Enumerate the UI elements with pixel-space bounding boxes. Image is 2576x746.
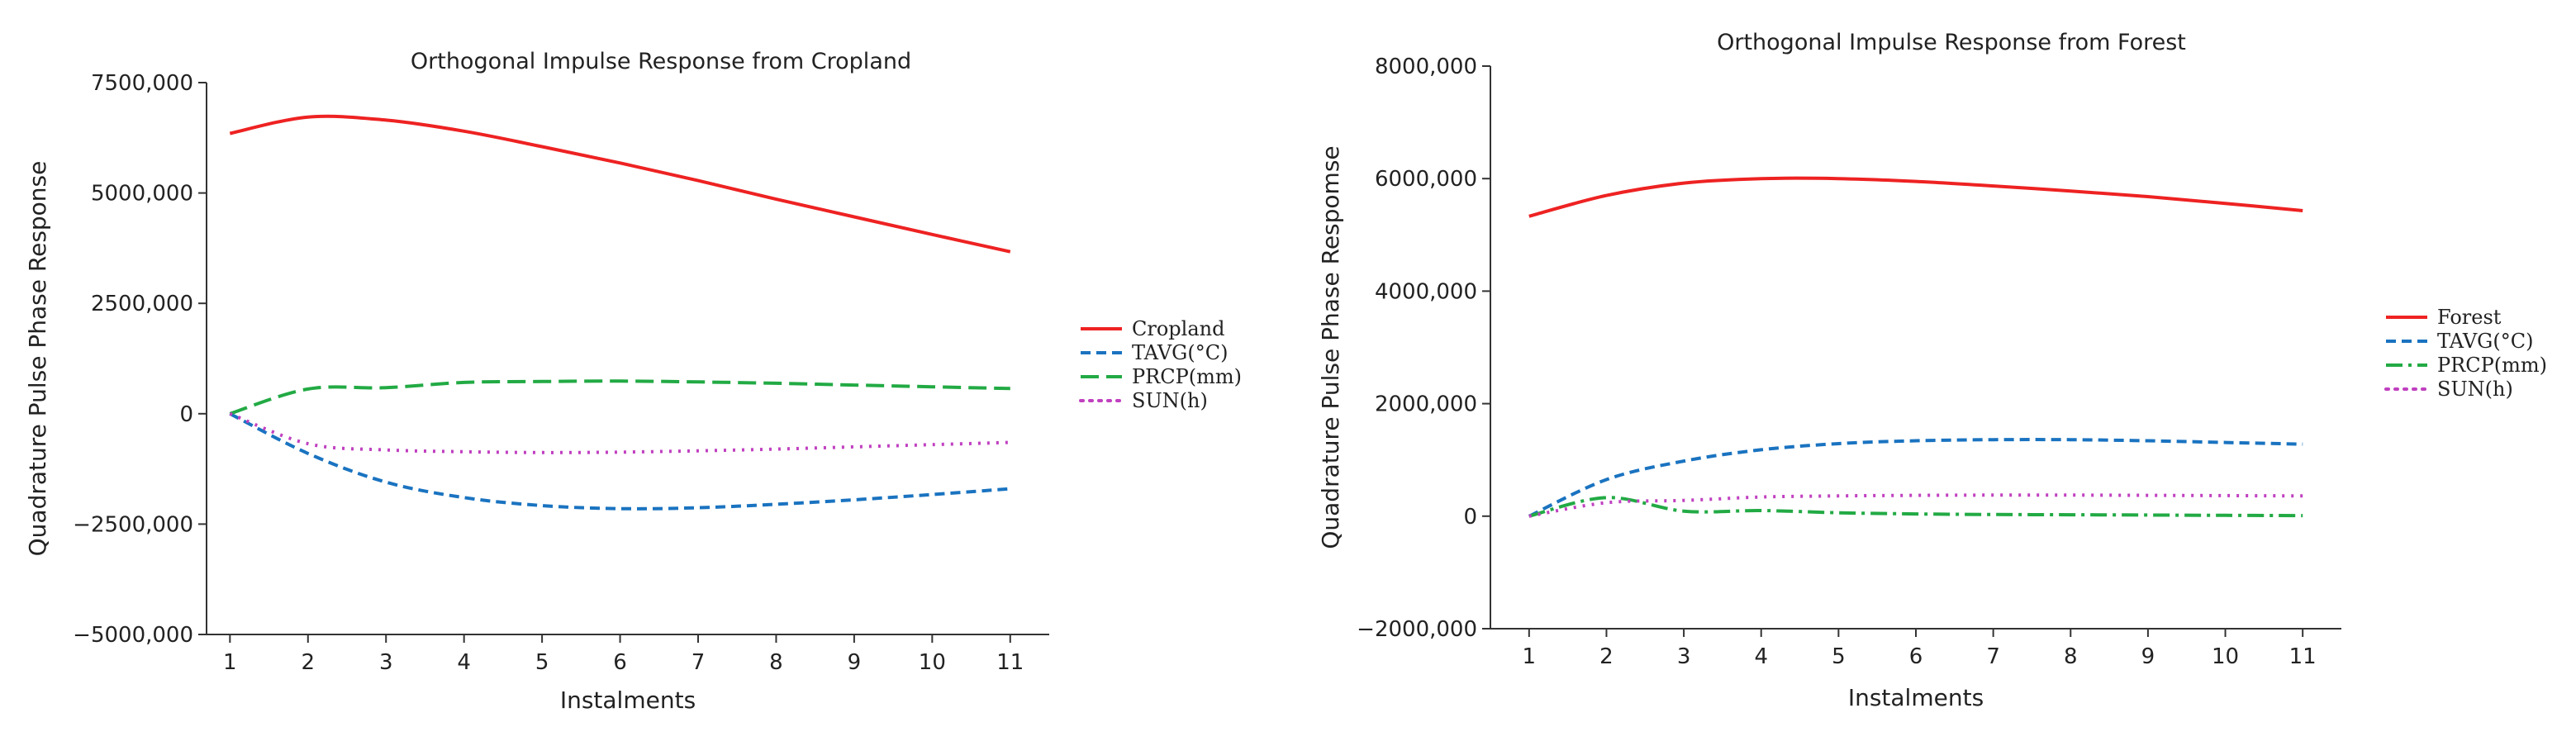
y-tick-label: 2500,000 <box>91 292 193 316</box>
y-axis-title: Quadrature Pulse Phase Response <box>24 161 51 557</box>
x-tick-label: 9 <box>848 650 862 675</box>
series-line-2 <box>229 412 1010 511</box>
x-tick-label: 6 <box>1909 644 1923 669</box>
series-line-2 <box>1528 438 2303 518</box>
y-tick-label: 7500,000 <box>91 71 193 96</box>
x-tick-label: 7 <box>692 650 706 675</box>
x-tick-label: 4 <box>457 650 471 675</box>
x-tick-label: 3 <box>1677 644 1691 669</box>
y-tick-label: 6000,000 <box>1375 167 1477 192</box>
legend-label: PRCP(mm) <box>1132 365 1242 388</box>
chart-title: Orthogonal Impulse Response from Forest <box>1717 30 2186 55</box>
series-line-3 <box>1528 496 2303 518</box>
x-tick-label: 6 <box>613 650 627 675</box>
x-axis-title: Instalments <box>1848 684 1984 711</box>
x-axis-title: Instalments <box>560 687 696 714</box>
series-line-1 <box>229 114 1011 254</box>
x-tick-label: 8 <box>769 650 783 675</box>
series-line-3 <box>229 379 1010 416</box>
chart-1: Orthogonal Impulse Response from Croplan… <box>24 49 1242 714</box>
y-axis-title: Quadrature Pulse Phase Respomse <box>1317 145 1344 549</box>
x-tick-label: 1 <box>223 650 237 675</box>
y-tick-label: 5000,000 <box>91 182 193 207</box>
chart-title: Orthogonal Impulse Response from Croplan… <box>411 49 911 74</box>
x-tick-label: 2 <box>302 650 316 675</box>
chart-2: Orthogonal Impulse Response from Forest −… <box>1317 30 2547 711</box>
x-tick-label: 3 <box>379 650 393 675</box>
legend-label: SUN(h) <box>2437 378 2513 401</box>
y-tick-label: 0 <box>1463 505 1477 530</box>
x-tick-label: 5 <box>1832 644 1846 669</box>
x-tick-label: 2 <box>1599 644 1614 669</box>
x-tick-label: 4 <box>1754 644 1768 669</box>
legend-label: PRCP(mm) <box>2437 354 2547 377</box>
series-line-1 <box>1528 176 2303 218</box>
x-tick-label: 9 <box>2141 644 2155 669</box>
x-tick-label: 10 <box>919 650 946 675</box>
legend-label: Cropland <box>1132 317 1224 340</box>
x-tick-label: 11 <box>996 650 1024 675</box>
series-line-4 <box>229 411 1010 454</box>
x-tick-label: 10 <box>2212 644 2239 669</box>
x-tick-label: 11 <box>2289 644 2317 669</box>
legend-label: TAVG(°C) <box>1132 341 1228 364</box>
x-tick-label: 8 <box>2064 644 2078 669</box>
legend-label: Forest <box>2437 306 2502 329</box>
y-tick-label: 2000,000 <box>1375 392 1477 417</box>
y-tick-label: −5000,000 <box>73 623 193 648</box>
legend-label: TAVG(°C) <box>2437 330 2533 353</box>
y-tick-label: −2500,000 <box>73 512 193 537</box>
y-tick-label: 0 <box>179 402 193 427</box>
legend-label: SUN(h) <box>1132 389 1208 412</box>
y-tick-label: 4000,000 <box>1375 279 1477 304</box>
y-tick-label: 8000,000 <box>1375 55 1477 79</box>
x-tick-label: 7 <box>1986 644 2000 669</box>
x-tick-label: 1 <box>1523 644 1537 669</box>
x-tick-label: 5 <box>535 650 549 675</box>
y-tick-label: −2000,000 <box>1357 617 1477 642</box>
